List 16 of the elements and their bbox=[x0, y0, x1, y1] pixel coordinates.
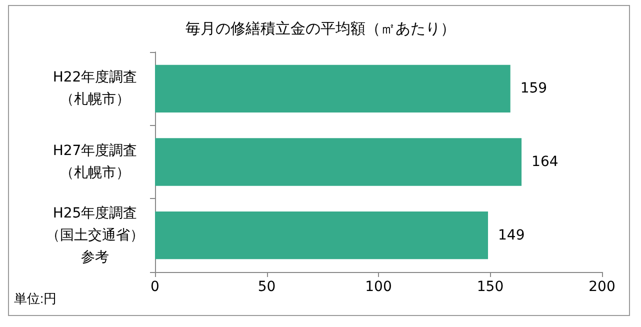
data-label: 164 bbox=[532, 154, 558, 170]
bar bbox=[155, 138, 522, 186]
data-label: 159 bbox=[520, 80, 548, 97]
y-tick-label: H22年度調査（札幌市） bbox=[52, 70, 138, 108]
y-tick-label: H25年度調査（国土交通省）参考 bbox=[46, 205, 144, 266]
x-tick-label: 0 bbox=[150, 279, 160, 295]
x-tick-label: 50 bbox=[258, 279, 276, 295]
chart-title: 毎月の修繕積立金の平均額（㎡あたり） bbox=[186, 20, 456, 38]
data-label: 149 bbox=[498, 227, 525, 244]
y-tick-label: H27年度調査（札幌市） bbox=[52, 143, 138, 181]
x-tick-label: 100 bbox=[365, 279, 392, 295]
bar bbox=[155, 212, 488, 260]
x-tick-label: 200 bbox=[588, 279, 616, 295]
text: 単位:円 bbox=[14, 291, 57, 306]
x-tick-label: 150 bbox=[476, 279, 504, 295]
bar bbox=[155, 64, 510, 112]
